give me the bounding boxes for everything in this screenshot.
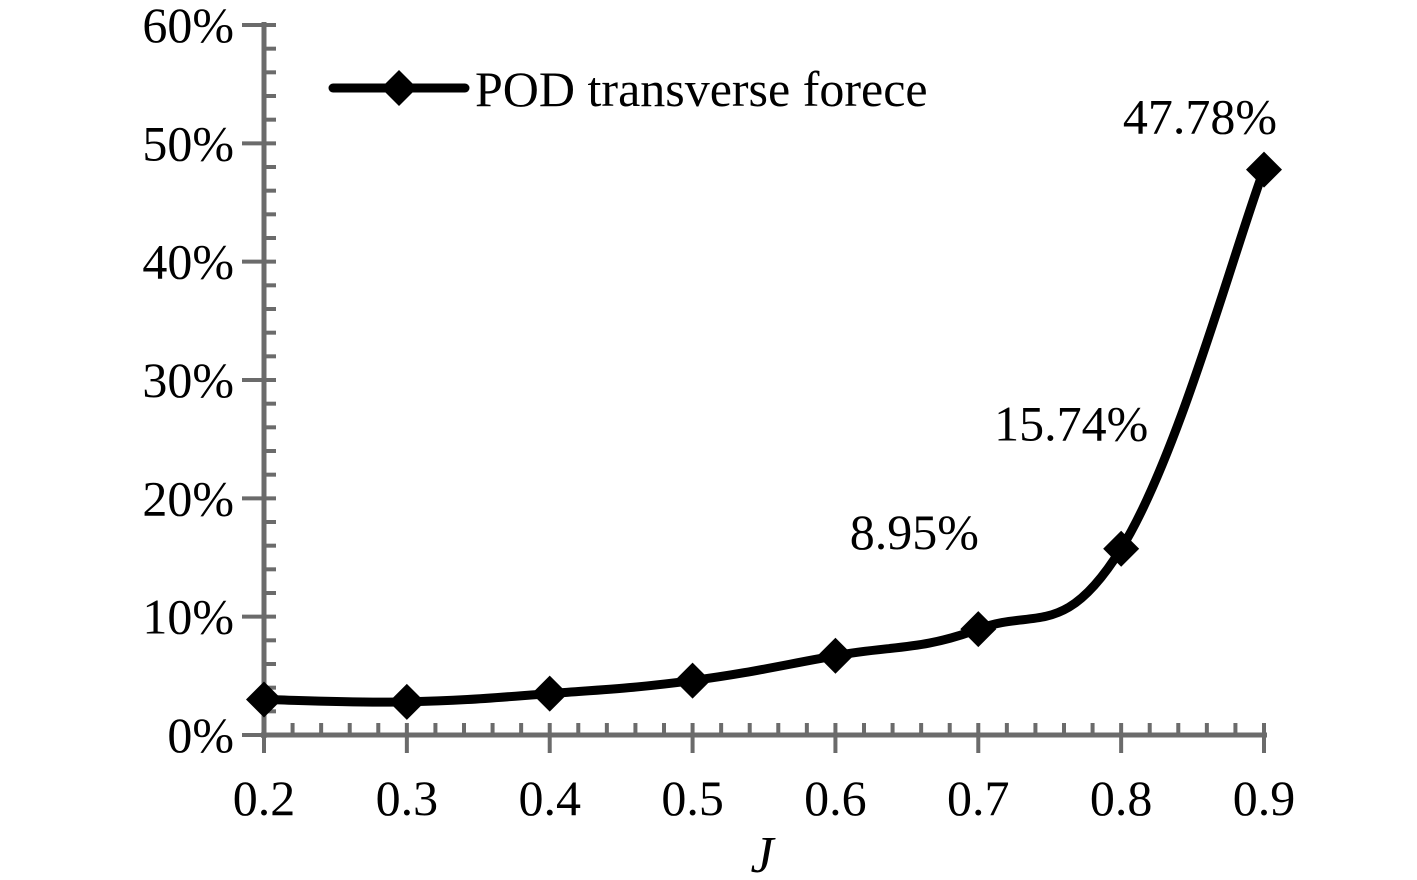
y-tick-label: 50%	[142, 115, 234, 171]
legend: POD transverse forece	[328, 61, 928, 117]
x-tick-label: 0.5	[661, 770, 724, 826]
x-tick-label: 0.2	[233, 770, 296, 826]
x-tick-label: 0.8	[1090, 770, 1153, 826]
data-point-diamond	[246, 681, 282, 718]
x-tick-label: 0.3	[376, 770, 439, 826]
y-tick-label: 30%	[142, 352, 234, 408]
x-tick-label: 0.6	[804, 770, 867, 826]
data-label: 47.78%	[1123, 89, 1277, 145]
y-tick-label: 20%	[142, 470, 234, 526]
data-point-diamond	[674, 662, 711, 699]
series-group	[246, 151, 1282, 720]
data-label: 15.74%	[994, 396, 1148, 452]
data-point-diamond	[960, 611, 997, 648]
y-tick-label: 10%	[142, 589, 234, 645]
data-point-diamond	[1103, 530, 1140, 567]
legend-label: POD transverse forece	[475, 61, 928, 117]
data-point-diamond	[1246, 151, 1282, 188]
y-tick-label: 60%	[142, 0, 234, 53]
y-tick-label: 40%	[142, 234, 234, 290]
x-tick-label: 0.4	[518, 770, 581, 826]
data-point-diamond	[388, 683, 425, 720]
axes: 0% 10% 20% 30% 40% 50% 60% 0.2 0.3 0.4 0.5 0.6 0.7 0.…	[142, 0, 1295, 826]
y-tick-label: 0%	[167, 707, 234, 763]
x-tick-label: 0.7	[947, 770, 1010, 826]
data-label: 8.95%	[850, 504, 979, 560]
x-axis-title: J	[750, 827, 776, 880]
legend-diamond-marker	[381, 70, 417, 106]
x-tick-label: 0.9	[1233, 770, 1296, 826]
data-labels: 8.95% 15.74% 47.78%	[850, 89, 1277, 560]
data-point-diamond	[531, 675, 568, 712]
data-point-diamond	[817, 637, 854, 674]
